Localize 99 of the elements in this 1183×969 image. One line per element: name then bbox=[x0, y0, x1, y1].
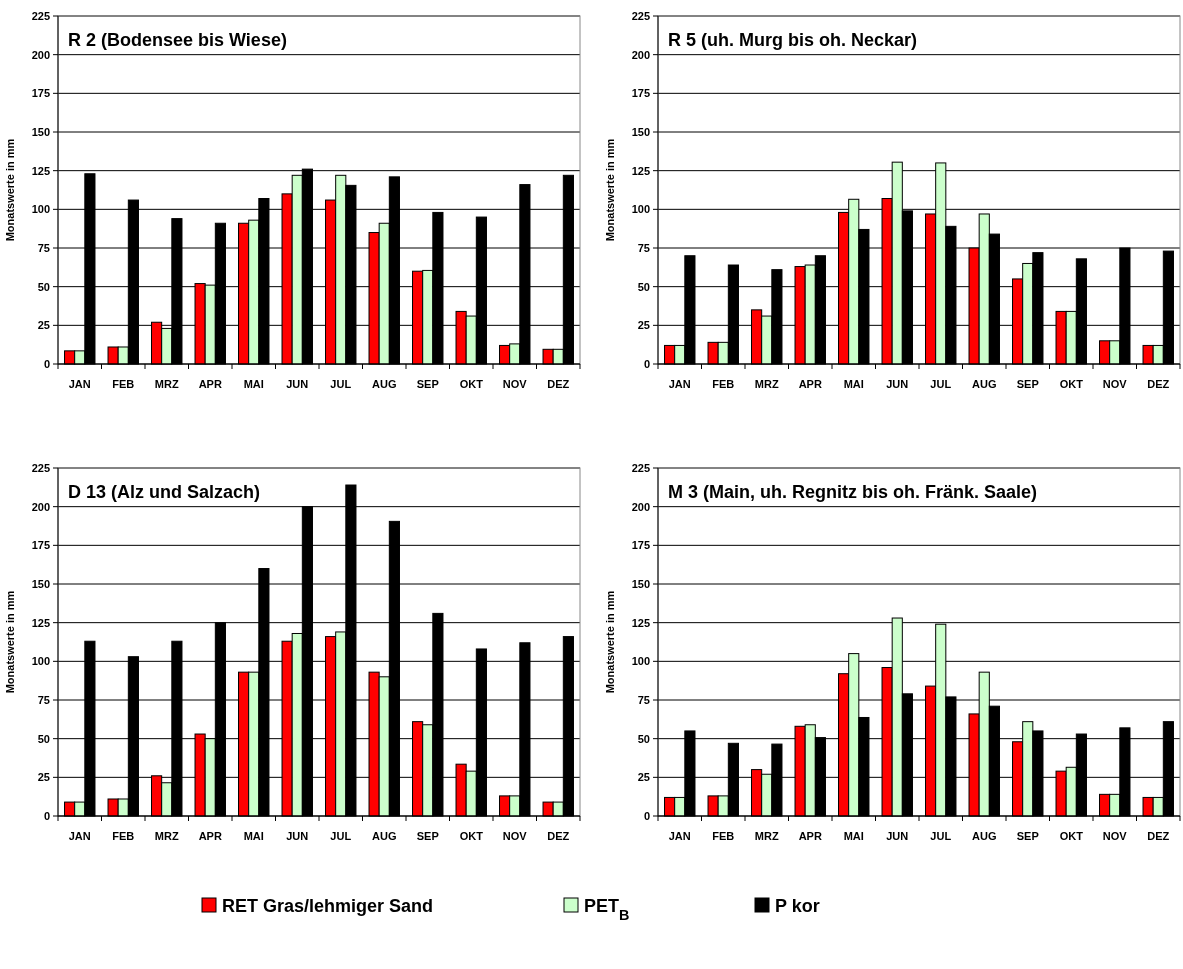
x-tick-label: JUL bbox=[930, 830, 952, 842]
x-tick-label: AUG bbox=[372, 378, 397, 390]
x-tick-label: SEP bbox=[1016, 830, 1039, 842]
x-tick-label: NOV bbox=[502, 830, 528, 842]
x-tick-label: MAI bbox=[243, 830, 264, 842]
y-tick-label: 0 bbox=[643, 357, 650, 370]
x-tick-label: DEZ bbox=[1147, 830, 1170, 842]
y-tick-label: 75 bbox=[637, 693, 650, 706]
y-tick-label: 125 bbox=[631, 164, 650, 177]
x-tick-label: DEZ bbox=[547, 830, 570, 842]
y-tick-label: 100 bbox=[31, 203, 50, 216]
y-tick-label: 75 bbox=[37, 241, 50, 254]
y-tick-label: 200 bbox=[631, 48, 650, 61]
y-tick-label: 50 bbox=[637, 280, 650, 293]
text: M 3 (Main, uh. Regnitz bis oh. Fränk. Saale) bbox=[668, 482, 1038, 502]
y-tick-label: 125 bbox=[31, 164, 50, 177]
x-tick-label: DEZ bbox=[1147, 378, 1170, 390]
x-tick-label: APR bbox=[198, 830, 222, 842]
y-tick-label: 50 bbox=[37, 732, 50, 745]
text: R 5 (uh. Murg bis oh. Neckar) bbox=[668, 30, 918, 50]
x-tick-label: JUL bbox=[330, 830, 352, 842]
x-tick-label: JUL bbox=[930, 378, 952, 390]
x-tick-label: MRZ bbox=[154, 378, 179, 390]
y-tick-label: 25 bbox=[637, 771, 650, 784]
x-tick-label: JAN bbox=[668, 378, 691, 390]
x-tick-label: FEB bbox=[112, 830, 135, 842]
x-tick-label: OKT bbox=[459, 378, 484, 390]
y-tick-label: 50 bbox=[637, 732, 650, 745]
x-tick-label: AUG bbox=[972, 830, 997, 842]
y-tick-label: 75 bbox=[637, 241, 650, 254]
x-tick-label: APR bbox=[798, 830, 822, 842]
y-tick-label: 25 bbox=[637, 319, 650, 332]
y-tick-label: 150 bbox=[31, 125, 50, 138]
x-tick-label: FEB bbox=[112, 378, 135, 390]
y-tick-label: 175 bbox=[631, 87, 650, 100]
y-tick-label: 125 bbox=[631, 616, 650, 629]
x-tick-label: OKT bbox=[459, 830, 484, 842]
y-axis-title: Monatswerte in mm bbox=[604, 138, 616, 242]
y-tick-label: 225 bbox=[31, 9, 50, 22]
x-tick-label: MAI bbox=[243, 378, 264, 390]
x-tick-label: JUN bbox=[886, 378, 909, 390]
y-tick-label: 25 bbox=[37, 771, 50, 784]
x-tick-label: JUN bbox=[886, 830, 909, 842]
y-tick-label: 100 bbox=[31, 655, 50, 668]
x-tick-label: OKT bbox=[1059, 830, 1084, 842]
y-tick-label: 125 bbox=[31, 616, 50, 629]
x-tick-label: JAN bbox=[668, 830, 691, 842]
y-tick-label: 225 bbox=[31, 461, 50, 474]
x-tick-label: MAI bbox=[843, 830, 864, 842]
y-axis-title: Monatswerte in mm bbox=[4, 590, 16, 694]
y-tick-label: 200 bbox=[31, 48, 50, 61]
x-tick-label: JUN bbox=[286, 830, 309, 842]
x-tick-label: NOV bbox=[1102, 378, 1128, 390]
y-tick-label: 75 bbox=[37, 693, 50, 706]
x-tick-label: MRZ bbox=[154, 830, 179, 842]
x-tick-label: MAI bbox=[843, 378, 864, 390]
y-axis-title: Monatswerte in mm bbox=[4, 138, 16, 242]
y-tick-label: 0 bbox=[643, 809, 650, 822]
y-axis-title: Monatswerte in mm bbox=[604, 590, 616, 694]
legend-label: PET$_{B}$ bbox=[584, 896, 630, 923]
x-tick-label: FEB bbox=[712, 830, 735, 842]
x-tick-label: JUL bbox=[330, 378, 352, 390]
x-tick-label: OKT bbox=[1059, 378, 1084, 390]
y-tick-label: 25 bbox=[37, 319, 50, 332]
x-tick-label: MRZ bbox=[754, 378, 779, 390]
y-tick-label: 0 bbox=[43, 809, 50, 822]
x-tick-label: NOV bbox=[1102, 830, 1128, 842]
legend-label: P kor bbox=[775, 896, 820, 916]
x-tick-label: JAN bbox=[68, 830, 91, 842]
x-tick-label: DEZ bbox=[547, 378, 570, 390]
y-tick-label: 0 bbox=[43, 357, 50, 370]
x-tick-label: AUG bbox=[972, 378, 997, 390]
x-tick-label: NOV bbox=[502, 378, 528, 390]
y-tick-label: 150 bbox=[631, 125, 650, 138]
x-tick-label: SEP bbox=[416, 378, 439, 390]
x-tick-label: AUG bbox=[372, 830, 397, 842]
x-tick-label: JUN bbox=[286, 378, 309, 390]
y-tick-label: 200 bbox=[31, 500, 50, 513]
y-tick-label: 175 bbox=[631, 539, 650, 552]
x-tick-label: APR bbox=[798, 378, 822, 390]
x-tick-label: MRZ bbox=[754, 830, 779, 842]
y-tick-label: 225 bbox=[631, 461, 650, 474]
y-tick-label: 150 bbox=[31, 577, 50, 590]
x-tick-label: SEP bbox=[1016, 378, 1039, 390]
x-tick-label: JAN bbox=[68, 378, 91, 390]
y-tick-label: 150 bbox=[631, 577, 650, 590]
y-tick-label: 175 bbox=[31, 87, 50, 100]
text: R 2 (Bodensee bis Wiese) bbox=[68, 30, 287, 50]
y-tick-label: 200 bbox=[631, 500, 650, 513]
y-tick-label: 100 bbox=[631, 203, 650, 216]
x-tick-label: APR bbox=[198, 378, 222, 390]
x-tick-label: FEB bbox=[712, 378, 735, 390]
y-tick-label: 50 bbox=[37, 280, 50, 293]
y-tick-label: 100 bbox=[631, 655, 650, 668]
y-tick-label: 175 bbox=[31, 539, 50, 552]
x-tick-label: SEP bbox=[416, 830, 439, 842]
text: D 13 (Alz und Salzach) bbox=[68, 482, 261, 502]
legend-label: RET Gras/lehmiger Sand bbox=[222, 896, 434, 916]
y-tick-label: 225 bbox=[631, 9, 650, 22]
